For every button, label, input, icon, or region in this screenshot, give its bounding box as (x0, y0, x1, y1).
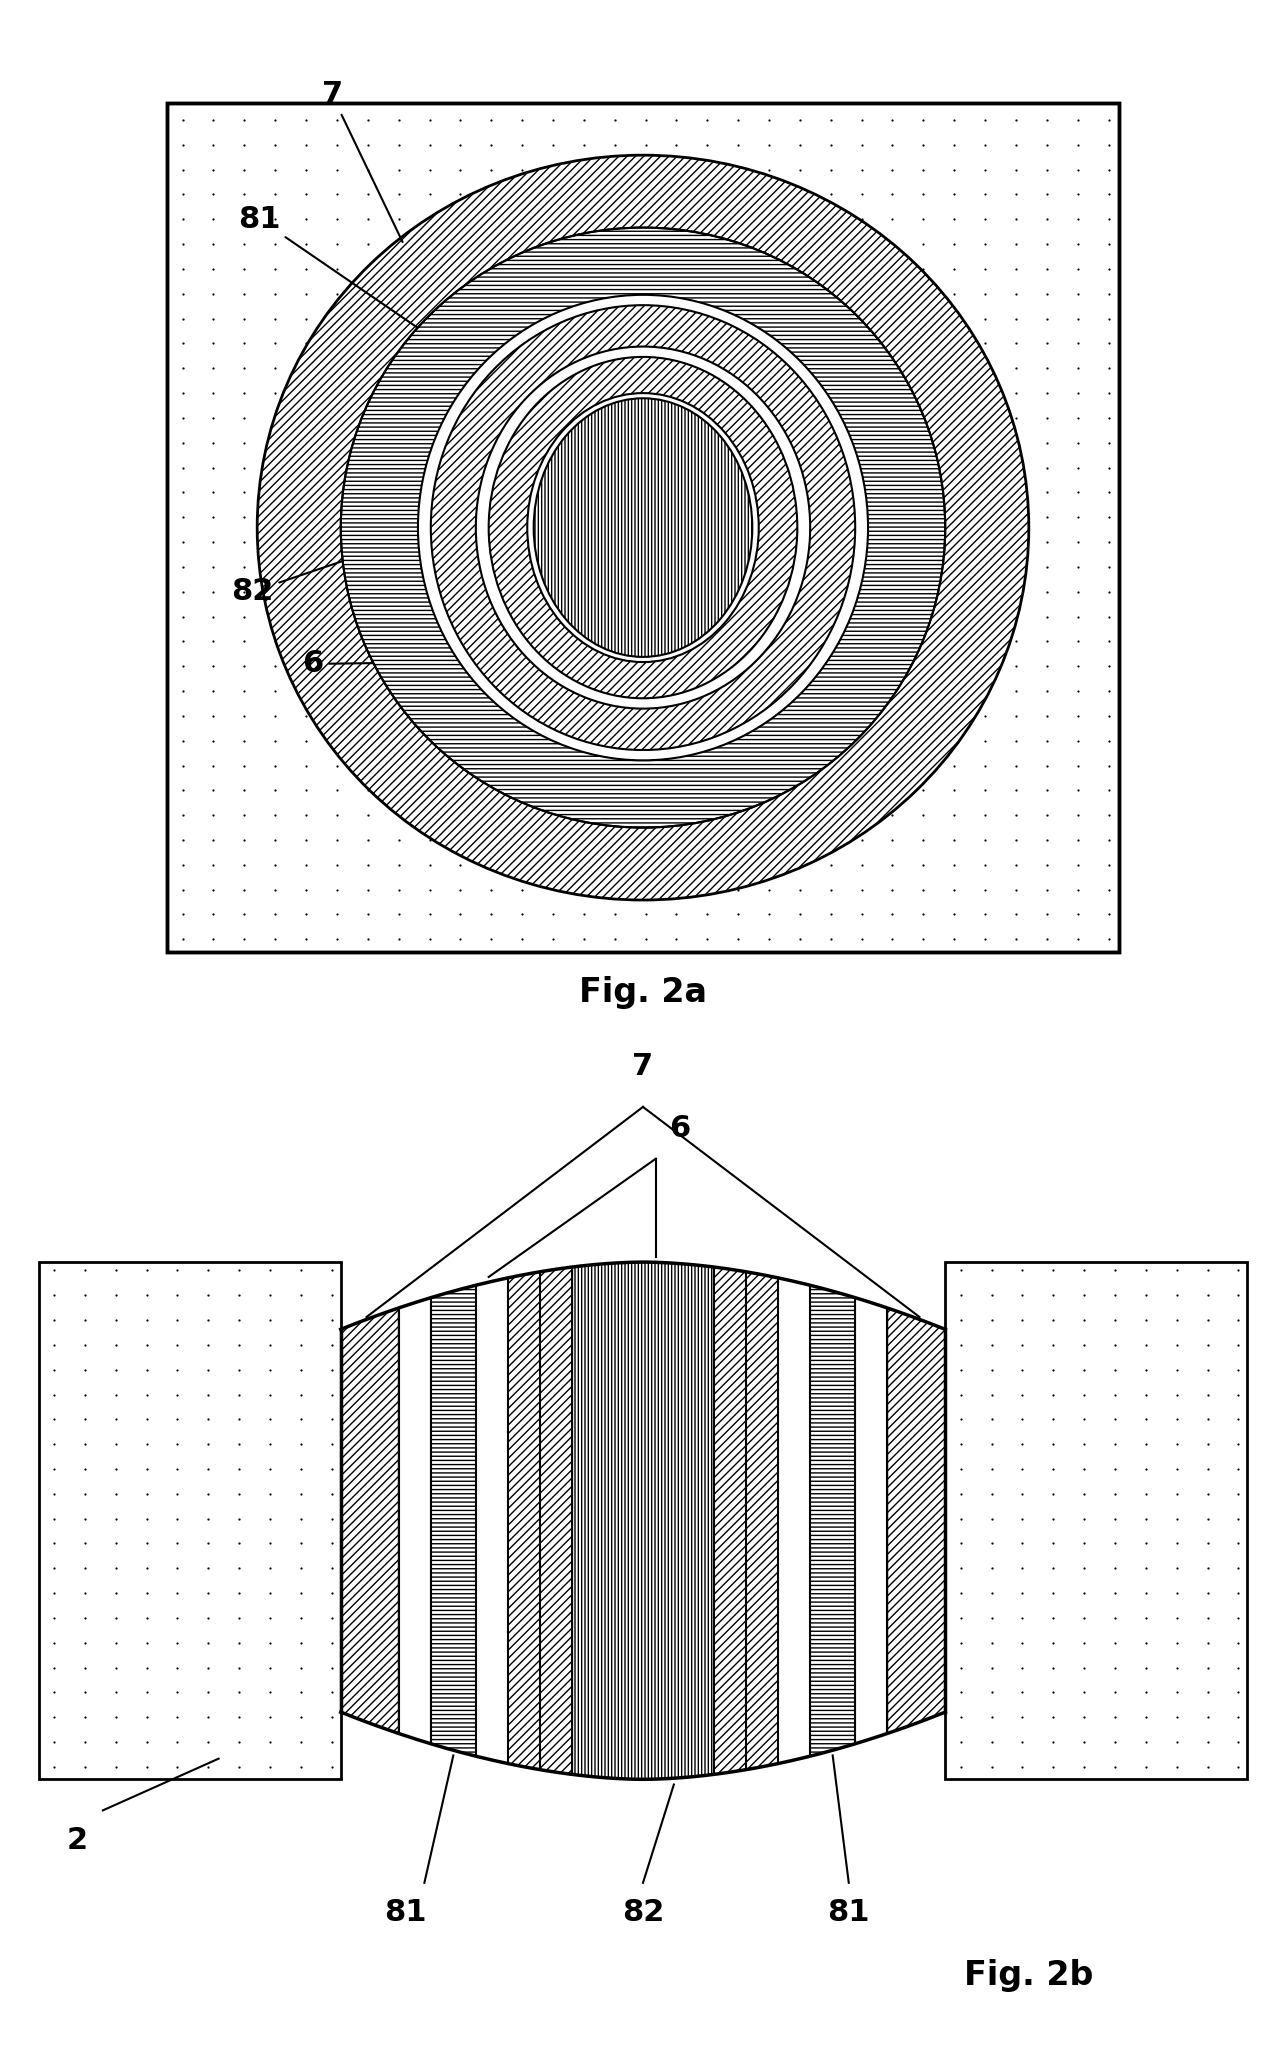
Polygon shape (341, 1308, 399, 1734)
Text: 7: 7 (633, 1051, 653, 1080)
Text: 81: 81 (827, 1899, 871, 1928)
Text: 82: 82 (622, 1899, 664, 1928)
Bar (945, 1262, 1247, 1779)
Ellipse shape (418, 294, 868, 761)
Text: 6: 6 (669, 1113, 691, 1142)
Polygon shape (508, 1272, 540, 1769)
Ellipse shape (527, 393, 759, 662)
Bar (39, 1262, 341, 1779)
Text: Fig. 2a: Fig. 2a (579, 977, 707, 1010)
Polygon shape (810, 1285, 855, 1757)
Text: 81: 81 (383, 1899, 427, 1928)
Text: 82: 82 (231, 494, 540, 606)
Polygon shape (572, 1262, 714, 1779)
Bar (167, 103, 1119, 952)
Text: Fig. 2b: Fig. 2b (964, 1959, 1093, 1992)
Text: 2: 2 (67, 1827, 87, 1856)
Ellipse shape (341, 228, 945, 828)
Ellipse shape (257, 155, 1029, 900)
Text: 6: 6 (302, 650, 523, 679)
Text: 7: 7 (322, 81, 403, 242)
Polygon shape (887, 1308, 945, 1734)
Ellipse shape (476, 348, 810, 708)
Polygon shape (746, 1272, 778, 1769)
Polygon shape (714, 1266, 746, 1775)
Bar (167, 103, 1119, 952)
Ellipse shape (534, 397, 752, 658)
Polygon shape (540, 1266, 572, 1775)
Text: 81: 81 (238, 205, 444, 346)
Polygon shape (431, 1285, 476, 1757)
